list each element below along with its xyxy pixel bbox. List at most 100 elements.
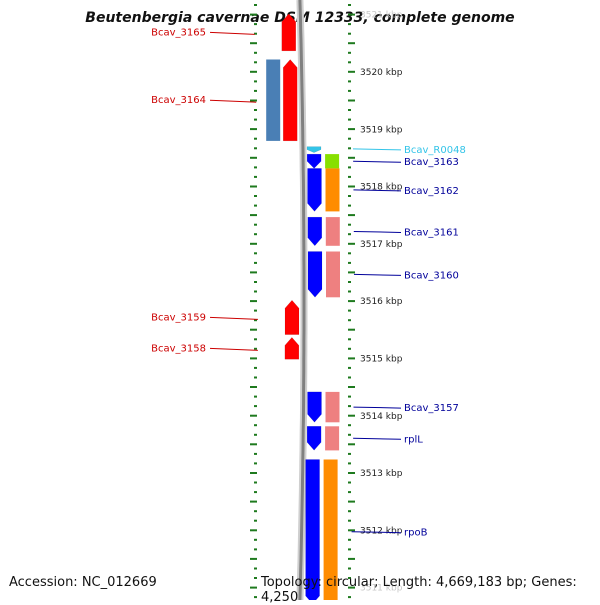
tick-dot-right bbox=[348, 204, 351, 207]
gene-arrow bbox=[306, 153, 322, 169]
label-leader bbox=[353, 189, 402, 192]
cog-box bbox=[325, 217, 340, 246]
gene-arrow bbox=[284, 299, 300, 335]
tick-dot-right bbox=[348, 42, 355, 45]
tick-dot-left bbox=[254, 338, 257, 341]
tick-dot-right bbox=[348, 70, 355, 73]
tick-dot-left bbox=[254, 510, 257, 513]
tick-dot-right bbox=[348, 328, 355, 331]
gene-label: rplL bbox=[404, 434, 423, 445]
tick-dot-right bbox=[348, 405, 351, 408]
tick-dot-left bbox=[250, 99, 257, 102]
tick-dot-left bbox=[254, 89, 257, 92]
scale-ticks: 3521 kbp 3520 kbp 3519 kbp 3518 kbp 3517 kbp… bbox=[250, 4, 403, 599]
tick-dot-left bbox=[254, 233, 257, 236]
tick-dot-left bbox=[254, 223, 257, 226]
tick-dot-right bbox=[348, 51, 351, 54]
scale-label: 3515 kbp bbox=[360, 355, 403, 365]
gene-label: Bcav_3164 bbox=[151, 95, 206, 106]
tick-dot-left bbox=[254, 61, 257, 64]
label-leader bbox=[353, 406, 402, 409]
tick-dot-left bbox=[250, 242, 257, 245]
scale-label: 3517 kbp bbox=[360, 240, 403, 250]
tick-dot-right bbox=[348, 443, 355, 446]
tick-dot-right bbox=[348, 32, 351, 35]
tick-dot-left bbox=[254, 366, 257, 369]
tick-dot-right bbox=[348, 290, 351, 293]
tick-dot-left bbox=[254, 195, 257, 197]
label-leader bbox=[209, 316, 259, 320]
cog-box bbox=[266, 59, 281, 141]
tick-dot-left bbox=[254, 4, 257, 6]
tick-dot-right bbox=[348, 376, 351, 379]
tick-dot-right bbox=[348, 538, 351, 541]
tick-dot-right bbox=[348, 166, 351, 169]
cog-box bbox=[325, 168, 340, 212]
tick-dot-left bbox=[250, 13, 257, 16]
tick-dot-left bbox=[254, 175, 257, 178]
tick-dot-left bbox=[254, 452, 257, 455]
tick-dot-right bbox=[348, 491, 351, 494]
tick-dot-right bbox=[348, 395, 351, 398]
tick-dot-left bbox=[250, 386, 257, 388]
topology-summary: Topology: circular; Length: 4,669,183 bp… bbox=[261, 575, 577, 605]
scale-label: 3516 kbp bbox=[360, 297, 403, 307]
cog-track bbox=[266, 59, 340, 600]
tick-dot-right bbox=[348, 319, 351, 322]
scale-label: 3511 kbp bbox=[360, 584, 403, 594]
tick-dot-left bbox=[254, 519, 257, 522]
cog-box bbox=[323, 459, 338, 600]
gene-arrow bbox=[307, 216, 323, 247]
tick-dot-left bbox=[250, 500, 257, 503]
tick-dot-left bbox=[254, 577, 257, 579]
tick-dot-right bbox=[348, 118, 351, 121]
tick-dot-left bbox=[250, 300, 257, 303]
tick-dot-right bbox=[348, 261, 351, 264]
tick-dot-left bbox=[254, 548, 257, 551]
gene-label: Bcav_3163 bbox=[404, 157, 459, 168]
tick-dot-right bbox=[348, 252, 351, 255]
accession-text: Accession: NC_012669 bbox=[9, 575, 157, 590]
tick-dot-left bbox=[250, 443, 257, 446]
tick-dot-left bbox=[254, 433, 257, 436]
tick-dot-right bbox=[348, 481, 351, 484]
tick-dot-left bbox=[250, 414, 257, 417]
tick-dot-left bbox=[250, 357, 257, 360]
gene-arrow bbox=[307, 251, 323, 298]
gene-arrow bbox=[282, 59, 298, 142]
tick-dot-right bbox=[348, 596, 351, 599]
tick-dot-left bbox=[254, 147, 257, 150]
tick-dot-right bbox=[348, 23, 351, 26]
label-leader bbox=[209, 99, 257, 103]
tick-dot-left bbox=[254, 166, 257, 169]
tick-dot-left bbox=[254, 462, 257, 465]
label-leader bbox=[353, 160, 402, 163]
cog-box bbox=[325, 154, 340, 169]
cog-box bbox=[326, 251, 340, 298]
tick-dot-right bbox=[348, 137, 351, 140]
tick-dot-left bbox=[254, 319, 257, 322]
tick-dot-right bbox=[348, 242, 355, 245]
gene-label: Bcav_3165 bbox=[151, 27, 206, 38]
gene-label: Bcav_3162 bbox=[404, 186, 459, 197]
tick-dot-left bbox=[254, 51, 257, 54]
tick-dot-right bbox=[348, 414, 355, 417]
backbone-line bbox=[298, 0, 306, 600]
tick-dot-right bbox=[348, 80, 351, 83]
cog-box bbox=[325, 426, 340, 451]
tick-dot-left bbox=[254, 252, 257, 255]
tick-dot-right bbox=[348, 128, 355, 131]
tick-dot-left bbox=[254, 596, 257, 599]
label-leader bbox=[351, 531, 402, 534]
tick-dot-right bbox=[348, 386, 355, 388]
tick-dot-right bbox=[348, 433, 351, 436]
tick-dot-right bbox=[348, 519, 351, 522]
tick-dot-left bbox=[250, 70, 257, 73]
gene-arrow bbox=[307, 168, 322, 212]
tick-dot-left bbox=[250, 557, 257, 560]
tick-dot-left bbox=[254, 481, 257, 484]
tick-dot-right bbox=[348, 338, 351, 341]
gene-label: Bcav_R0048 bbox=[404, 145, 466, 156]
tick-dot-right bbox=[348, 577, 351, 579]
